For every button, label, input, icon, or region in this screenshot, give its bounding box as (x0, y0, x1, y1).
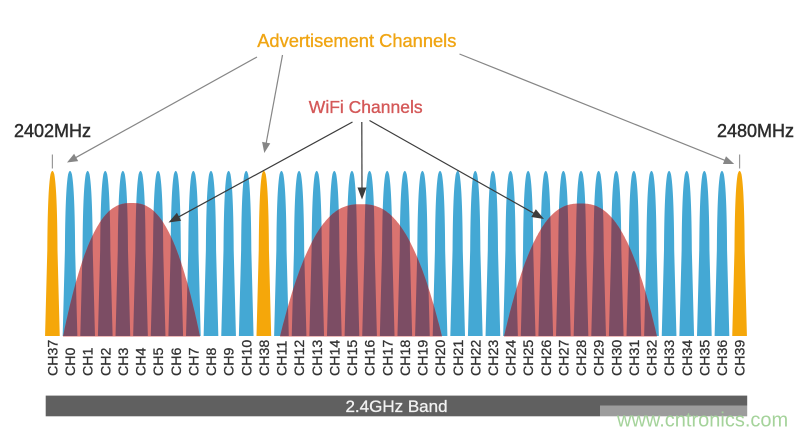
svg-text:CH19: CH19 (416, 340, 432, 376)
svg-text:CH1: CH1 (81, 348, 97, 376)
svg-text:CH22: CH22 (468, 340, 484, 376)
svg-text:CH3: CH3 (116, 348, 132, 376)
svg-text:CH29: CH29 (592, 340, 608, 376)
svg-text:CH9: CH9 (222, 348, 238, 376)
svg-text:CH20: CH20 (433, 340, 449, 376)
svg-text:CH2: CH2 (98, 348, 114, 376)
svg-text:CH6: CH6 (169, 348, 185, 376)
svg-text:CH16: CH16 (363, 340, 379, 376)
svg-text:CH35: CH35 (697, 340, 713, 376)
svg-text:CH15: CH15 (345, 340, 361, 376)
svg-text:CH10: CH10 (239, 340, 255, 376)
svg-text:CH33: CH33 (662, 340, 678, 376)
svg-text:2.4GHz Band: 2.4GHz Band (345, 397, 447, 416)
svg-text:CH8: CH8 (204, 348, 220, 376)
svg-text:CH31: CH31 (627, 340, 643, 376)
svg-text:CH37: CH37 (46, 340, 62, 376)
svg-text:CH12: CH12 (292, 340, 308, 376)
svg-text:2480MHz: 2480MHz (717, 121, 794, 141)
svg-text:CH18: CH18 (398, 340, 414, 376)
svg-text:CH38: CH38 (257, 340, 273, 376)
svg-text:WiFi Channels: WiFi Channels (309, 97, 423, 117)
svg-text:CH7: CH7 (186, 348, 202, 376)
svg-text:CH34: CH34 (680, 340, 696, 376)
svg-text:CH24: CH24 (504, 340, 520, 376)
svg-text:CH13: CH13 (310, 340, 326, 376)
svg-text:CH26: CH26 (539, 340, 555, 376)
svg-text:CH28: CH28 (574, 340, 590, 376)
svg-text:CH14: CH14 (327, 340, 343, 376)
svg-text:www.cntronics.com: www.cntronics.com (616, 410, 788, 432)
svg-text:2402MHz: 2402MHz (14, 121, 91, 141)
svg-text:CH39: CH39 (733, 340, 749, 376)
svg-text:CH36: CH36 (715, 340, 731, 376)
svg-text:CH11: CH11 (275, 341, 291, 376)
svg-text:CH17: CH17 (380, 340, 396, 376)
svg-text:CH0: CH0 (63, 348, 79, 376)
svg-text:CH4: CH4 (134, 348, 150, 376)
svg-text:CH32: CH32 (645, 340, 661, 376)
svg-text:CH21: CH21 (451, 340, 467, 376)
svg-text:Advertisement Channels: Advertisement Channels (257, 30, 456, 51)
svg-text:CH23: CH23 (486, 340, 502, 376)
svg-text:CH27: CH27 (556, 340, 572, 376)
svg-text:CH30: CH30 (609, 340, 625, 376)
svg-text:CH25: CH25 (521, 340, 537, 376)
svg-text:CH5: CH5 (151, 348, 167, 376)
